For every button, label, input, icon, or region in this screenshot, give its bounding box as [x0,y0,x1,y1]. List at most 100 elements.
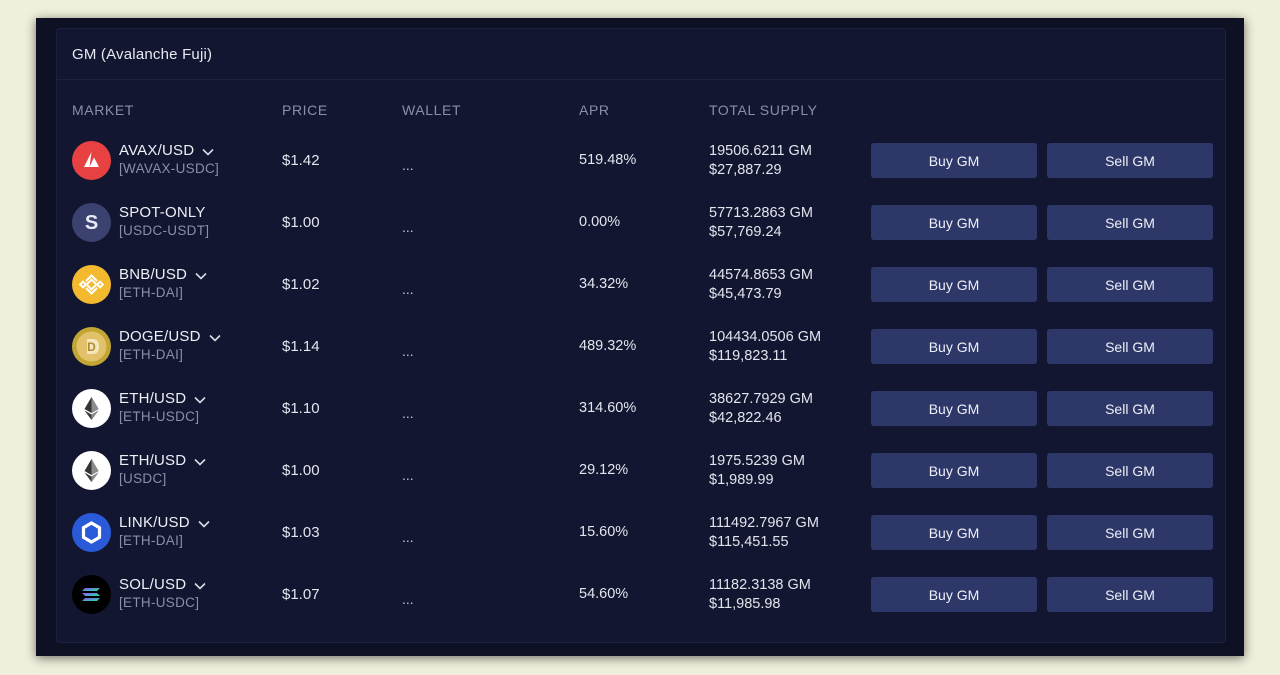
apr-value: 54.60% [579,586,629,602]
price-value: $1.03 [282,524,320,541]
chevron-down-icon[interactable] [202,143,214,160]
table-row: AVAX/USD [WAVAX-USDC] $1.42... 519.48% 19506… [57,130,1225,192]
total-supply-usd: $42,822.46 [709,410,782,426]
sell-gm-button[interactable]: Sell GM [1047,267,1213,302]
table-row: SOL/USD [ETH-USDC] $1.07... 54.60% 11182.313… [57,564,1225,626]
chevron-down-icon[interactable] [198,515,210,532]
header-total-supply: TOTAL SUPPLY [709,102,818,118]
market-name-label: AVAX/USD [119,142,195,159]
market-name-label: SOL/USD [119,576,187,593]
total-supply-gm: 104434.0506 GM [709,329,822,345]
sell-gm-button[interactable]: Sell GM [1047,391,1213,426]
buy-gm-button[interactable]: Buy GM [871,267,1037,302]
market-name[interactable]: LINK/USD [119,514,210,532]
buy-gm-button[interactable]: Buy GM [871,577,1037,612]
chevron-down-icon[interactable] [194,577,206,594]
market-pair: [ETH-DAI] [119,347,184,362]
price-value: $1.02 [282,276,320,293]
market-pair: [ETH-DAI] [119,285,184,300]
table-row: LINK/USD [ETH-DAI] $1.03... 15.60% 111492.79… [57,502,1225,564]
market-name[interactable]: AVAX/USD [119,142,214,160]
market-name-label: ETH/USD [119,390,187,407]
price-value: $1.07 [282,586,320,603]
market-name-label: LINK/USD [119,514,190,531]
wallet-value: ... [402,157,414,173]
market-name[interactable]: SOL/USD [119,576,206,594]
wallet-value: ... [402,219,414,235]
total-supply-gm: 38627.7929 GM [709,391,813,407]
svg-text:D: D [87,340,96,354]
svg-text:S: S [85,212,98,234]
wallet-value: ... [402,467,414,483]
total-supply-gm: 1975.5239 GM [709,453,805,469]
total-supply-usd: $119,823.11 [709,348,788,364]
sell-gm-button[interactable]: Sell GM [1047,205,1213,240]
buy-gm-button[interactable]: Buy GM [871,205,1037,240]
wallet-value: ... [402,529,414,545]
total-supply-gm: 44574.8653 GM [709,267,813,283]
market-name[interactable]: BNB/USD [119,266,207,284]
table-row: ETH/USD [ETH-USDC] $1.10... 314.60% 38627.79… [57,378,1225,440]
total-supply-usd: $115,451.55 [709,534,789,550]
buy-gm-button[interactable]: Buy GM [871,453,1037,488]
spot-only-icon: S [72,203,111,242]
buy-gm-button[interactable]: Buy GM [871,391,1037,426]
sell-gm-button[interactable]: Sell GM [1047,453,1213,488]
apr-value: 15.60% [579,524,629,540]
apr-value: 519.48% [579,152,637,168]
total-supply-usd: $27,887.29 [709,162,782,178]
link-icon [72,513,111,552]
table-row: BNB/USD [ETH-DAI] $1.02... 34.32% 44574.8653… [57,254,1225,316]
chevron-down-icon[interactable] [209,329,221,346]
wallet-value: ... [402,405,414,421]
market-pair: [ETH-USDC] [119,595,200,610]
chevron-down-icon[interactable] [194,453,206,470]
market-pair: [ETH-DAI] [119,533,184,548]
market-name[interactable]: ETH/USD [119,390,206,408]
market-name[interactable]: DOGE/USD [119,328,221,346]
price-value: $1.10 [282,400,320,417]
buy-gm-button[interactable]: Buy GM [871,143,1037,178]
bnb-icon [72,265,111,304]
apr-value: 489.32% [579,338,637,354]
total-supply-gm: 19506.6211 GM [709,143,812,159]
apr-value: 0.00% [579,214,621,230]
market-name-label: ETH/USD [119,452,187,469]
market-pair: [USDC-USDT] [119,223,210,238]
total-supply-usd: $57,769.24 [709,224,782,240]
card-title: GM (Avalanche Fuji) [72,46,213,63]
market-name[interactable]: SPOT-ONLY [119,204,206,221]
table-row: ETH/USD [USDC] $1.00... 29.12% 1975.5239 GM $… [57,440,1225,502]
header-market: MARKET [72,102,134,118]
buy-gm-button[interactable]: Buy GM [871,329,1037,364]
header-price: PRICE [282,102,328,118]
app-window: GM (Avalanche Fuji) MARKET PRICE WALLET … [36,18,1244,656]
header-wallet: WALLET [402,102,462,118]
wallet-value: ... [402,343,414,359]
market-name-label: DOGE/USD [119,328,201,345]
price-value: $1.00 [282,462,320,479]
header-apr: APR [579,102,610,118]
table-row: D DOGE/USD [ETH-DAI] $1.14... 489.32% 104434.… [57,316,1225,378]
markets-card: GM (Avalanche Fuji) MARKET PRICE WALLET … [56,28,1226,643]
chevron-down-icon[interactable] [195,267,207,284]
sell-gm-button[interactable]: Sell GM [1047,329,1213,364]
apr-value: 29.12% [579,462,629,478]
sell-gm-button[interactable]: Sell GM [1047,515,1213,550]
total-supply-gm: 11182.3138 GM [709,577,811,593]
wallet-value: ... [402,591,414,607]
market-pair: [ETH-USDC] [119,409,200,424]
chevron-down-icon[interactable] [194,391,206,408]
wallet-value: ... [402,281,414,297]
market-name[interactable]: ETH/USD [119,452,206,470]
apr-value: 314.60% [579,400,637,416]
avax-icon [72,141,111,180]
total-supply-gm: 57713.2863 GM [709,205,813,221]
buy-gm-button[interactable]: Buy GM [871,515,1037,550]
sell-gm-button[interactable]: Sell GM [1047,577,1213,612]
sell-gm-button[interactable]: Sell GM [1047,143,1213,178]
market-name-label: BNB/USD [119,266,188,283]
market-pair: [WAVAX-USDC] [119,161,220,176]
total-supply-gm: 111492.7967 GM [709,515,819,531]
total-supply-usd: $45,473.79 [709,286,782,302]
